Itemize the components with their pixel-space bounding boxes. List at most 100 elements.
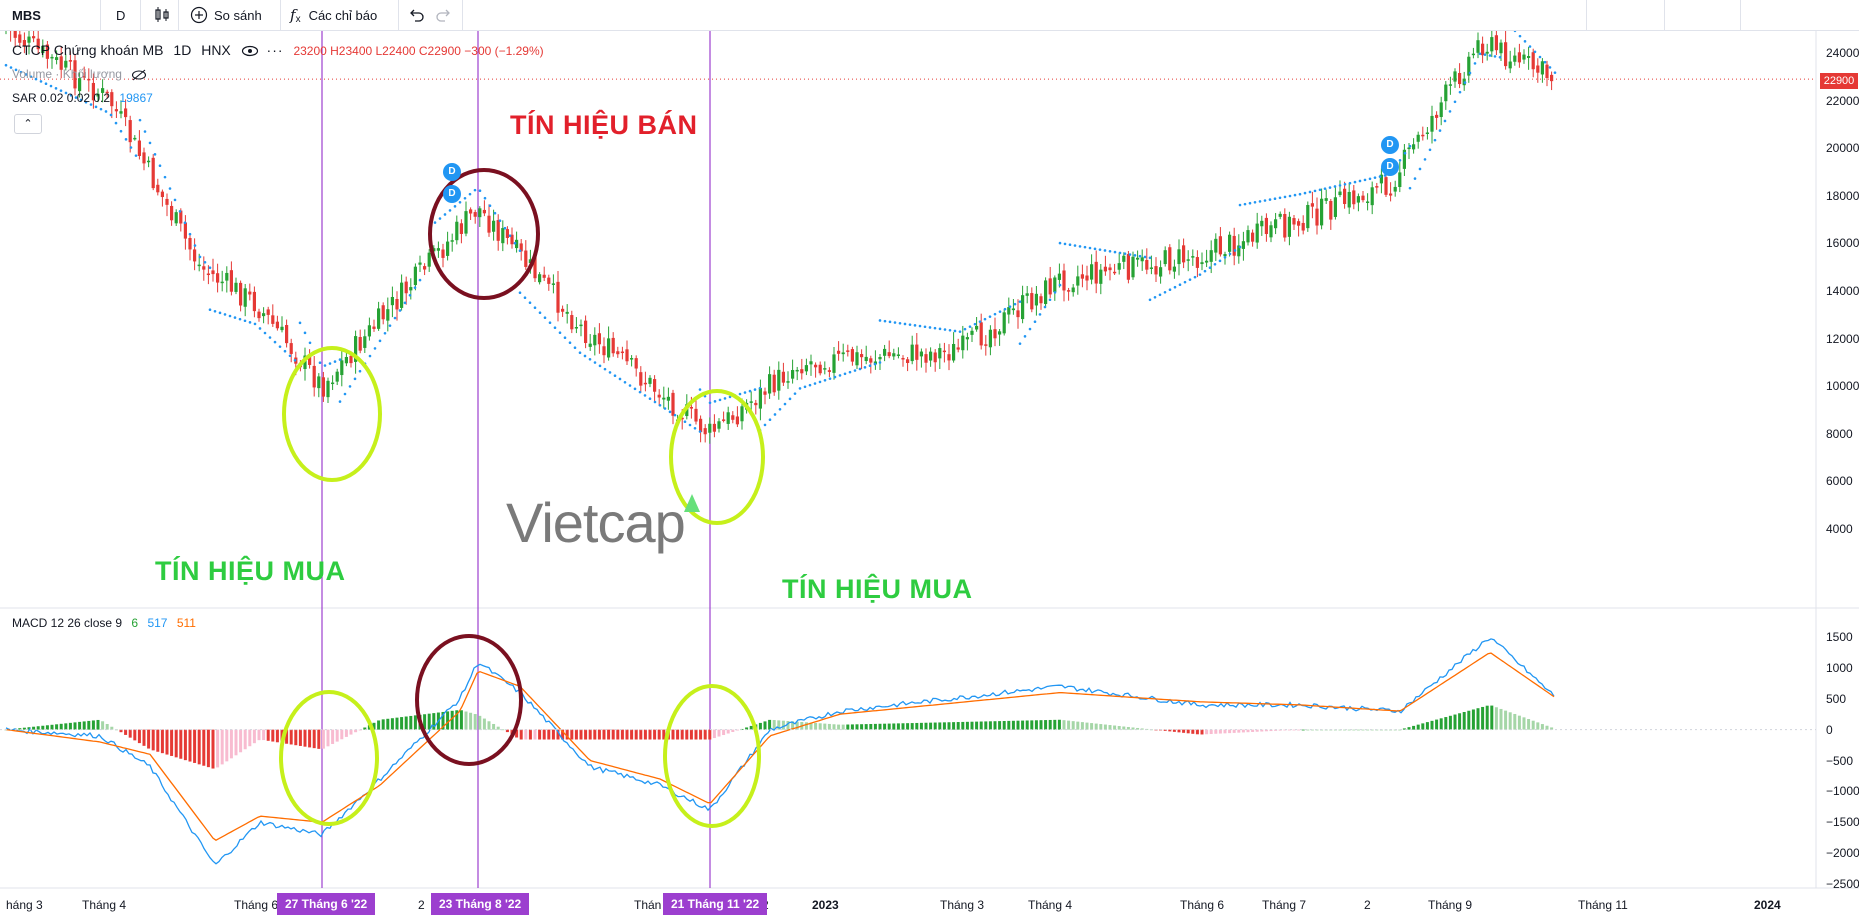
candle: [643, 382, 647, 385]
buy-signal-text-1: TÍN HIỆU MUA: [155, 556, 346, 586]
symbol-search[interactable]: MBS: [12, 7, 41, 23]
sar-dot: [388, 324, 392, 327]
macd-histogram-bar: [294, 729, 298, 746]
sar-dot: [268, 336, 272, 339]
dividend-marker[interactable]: D: [1381, 136, 1399, 154]
candle: [1324, 198, 1328, 201]
macd-histogram-bar: [814, 722, 818, 730]
macd-histogram-bar: [1448, 715, 1452, 730]
macd-histogram-bar: [36, 726, 40, 730]
candle: [653, 379, 657, 392]
sar-dot: [1243, 202, 1247, 206]
sar-dot: [1233, 249, 1237, 252]
sar-dot: [528, 301, 532, 305]
candle: [27, 36, 31, 43]
eye-hidden-icon[interactable]: [131, 69, 147, 81]
macd-histogram-bar: [823, 723, 827, 730]
dividend-marker[interactable]: D: [443, 185, 461, 203]
candle: [1384, 177, 1388, 195]
macd-histogram-bar: [1191, 729, 1195, 734]
sar-legend: SAR 0.02 0.02 0.2 19867: [12, 91, 159, 105]
macd-histogram-bar: [487, 721, 491, 730]
candle: [1494, 35, 1498, 51]
macd-histogram-bar: [988, 721, 992, 730]
candle: [55, 57, 59, 60]
sar-dot: [318, 361, 322, 365]
macd-histogram-bar: [1007, 720, 1011, 730]
sar-dot: [1178, 283, 1182, 286]
candle: [1458, 73, 1462, 85]
legend-interval: 1D: [173, 42, 192, 58]
candle: [574, 327, 578, 329]
macd-histogram-bar: [896, 723, 900, 730]
macd-histogram-bar: [473, 714, 477, 730]
macd-histogram-bar: [901, 723, 905, 730]
sar-dot: [358, 369, 362, 373]
more-options-icon[interactable]: ···: [266, 42, 284, 58]
sar-dot: [1083, 245, 1087, 249]
candle: [768, 374, 772, 394]
candle: [791, 369, 795, 379]
macd-histogram-bar: [432, 713, 436, 730]
candle: [423, 266, 427, 270]
toolbar-divider: [1664, 0, 1665, 30]
sar-dot: [1528, 45, 1532, 48]
macd-histogram-bar: [1545, 725, 1549, 730]
sar-dot: [213, 309, 217, 313]
plus-circle-icon: [190, 6, 208, 24]
sar-dot: [338, 400, 342, 403]
candle: [400, 282, 404, 308]
macd-histogram-bar: [377, 720, 381, 730]
macd-histogram-bar: [400, 717, 404, 730]
candle: [1398, 172, 1402, 187]
candle: [1025, 293, 1029, 296]
macd-histogram-bar: [869, 723, 873, 730]
collapse-legend-button[interactable]: ⌃: [14, 114, 42, 134]
eye-icon[interactable]: [241, 45, 259, 57]
sar-dot: [793, 392, 797, 395]
chart-canvas[interactable]: [0, 31, 1859, 924]
candle: [818, 364, 822, 374]
candle: [1241, 241, 1245, 249]
candle: [1407, 147, 1411, 150]
dividend-marker[interactable]: D: [443, 163, 461, 181]
candle: [910, 344, 914, 362]
sar-dot: [518, 291, 522, 295]
sar-dot: [663, 407, 667, 410]
sar-dot: [623, 380, 627, 384]
sar-dot: [888, 320, 892, 324]
macd-histogram-bar: [1531, 720, 1535, 730]
macd-histogram-bar: [630, 729, 634, 740]
interval-button[interactable]: D: [116, 7, 126, 23]
sar-dot: [1433, 138, 1437, 142]
candle: [551, 283, 555, 285]
sar-dot: [218, 311, 222, 315]
candle: [478, 208, 482, 218]
undo-button[interactable]: [408, 0, 424, 30]
macd-histogram-bar: [1407, 727, 1411, 730]
dividend-marker[interactable]: D: [1381, 158, 1399, 176]
candle: [1517, 52, 1521, 63]
macd-histogram-bar: [970, 721, 974, 730]
chart-type-button[interactable]: [153, 0, 171, 30]
sar-dot: [988, 315, 992, 318]
sar-dot: [848, 370, 852, 374]
macd-histogram-bar: [625, 729, 629, 740]
candle: [515, 239, 519, 249]
candle: [1195, 257, 1199, 268]
price-axis-tick: 16000: [1826, 236, 1859, 251]
macd-histogram-bar: [846, 724, 850, 730]
macd-legend: MACD 12 26 close 9 6 517 511: [12, 616, 202, 630]
macd-histogram-bar: [469, 712, 473, 730]
candle: [340, 360, 344, 376]
sar-dot: [868, 364, 872, 367]
macd-histogram-bar: [933, 722, 937, 730]
macd-histogram-bar: [791, 721, 795, 730]
candle: [602, 346, 606, 356]
redo-button[interactable]: [436, 0, 452, 30]
sar-dot: [878, 361, 882, 364]
compare-button[interactable]: So sánh: [190, 0, 262, 30]
candle: [1007, 307, 1011, 315]
sar-dot: [203, 261, 207, 264]
